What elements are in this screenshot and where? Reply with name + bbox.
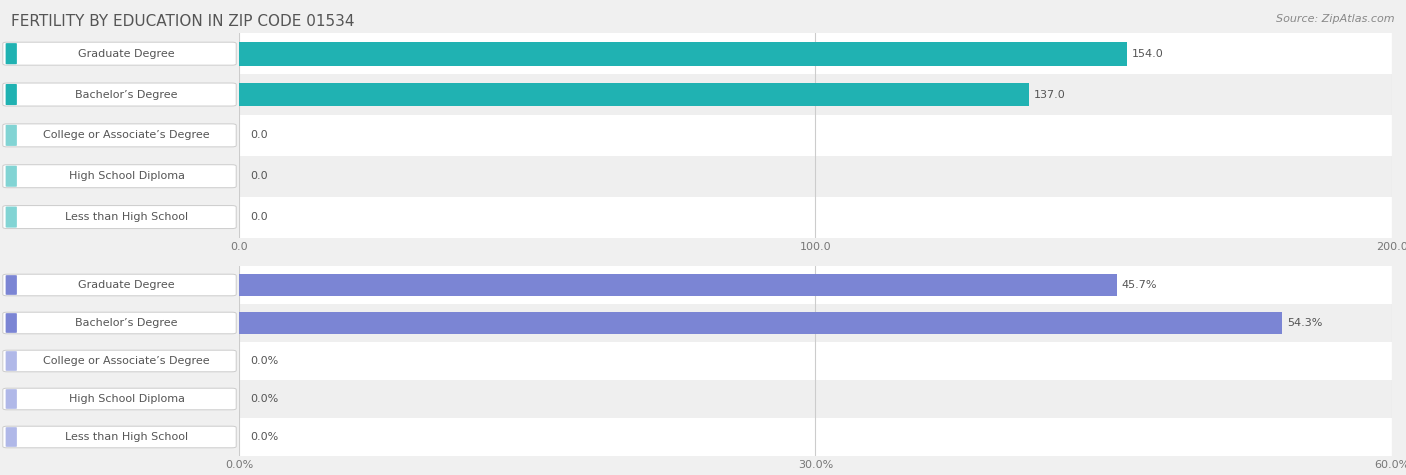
Text: 0.0%: 0.0% [250,432,278,442]
Text: FERTILITY BY EDUCATION IN ZIP CODE 01534: FERTILITY BY EDUCATION IN ZIP CODE 01534 [11,14,354,29]
Text: 0.0%: 0.0% [250,394,278,404]
Bar [239,156,1392,197]
Text: College or Associate’s Degree: College or Associate’s Degree [44,130,209,141]
Bar [239,115,1392,156]
Bar [239,266,1392,304]
Bar [239,418,1392,456]
Text: Bachelor’s Degree: Bachelor’s Degree [76,89,177,100]
Text: 0.0: 0.0 [250,212,269,222]
Text: College or Associate’s Degree: College or Associate’s Degree [44,356,209,366]
Bar [239,33,1392,74]
Bar [239,380,1392,418]
Text: 0.0%: 0.0% [250,356,278,366]
Text: High School Diploma: High School Diploma [69,171,184,181]
Text: 0.0: 0.0 [250,171,269,181]
Text: 0.0: 0.0 [250,130,269,141]
Text: 154.0: 154.0 [1132,48,1163,59]
Bar [239,312,1282,334]
Bar [239,83,1029,106]
Text: Less than High School: Less than High School [65,432,188,442]
Text: Source: ZipAtlas.com: Source: ZipAtlas.com [1277,14,1395,24]
Bar [239,304,1392,342]
Text: 137.0: 137.0 [1033,89,1066,100]
Text: Graduate Degree: Graduate Degree [79,48,174,59]
Bar [239,42,1126,66]
Text: High School Diploma: High School Diploma [69,394,184,404]
Bar [239,274,1118,296]
Bar [239,74,1392,115]
Text: 45.7%: 45.7% [1122,280,1157,290]
Bar [239,197,1392,238]
Bar [239,342,1392,380]
Text: 54.3%: 54.3% [1286,318,1323,328]
Text: Less than High School: Less than High School [65,212,188,222]
Text: Bachelor’s Degree: Bachelor’s Degree [76,318,177,328]
Text: Graduate Degree: Graduate Degree [79,280,174,290]
